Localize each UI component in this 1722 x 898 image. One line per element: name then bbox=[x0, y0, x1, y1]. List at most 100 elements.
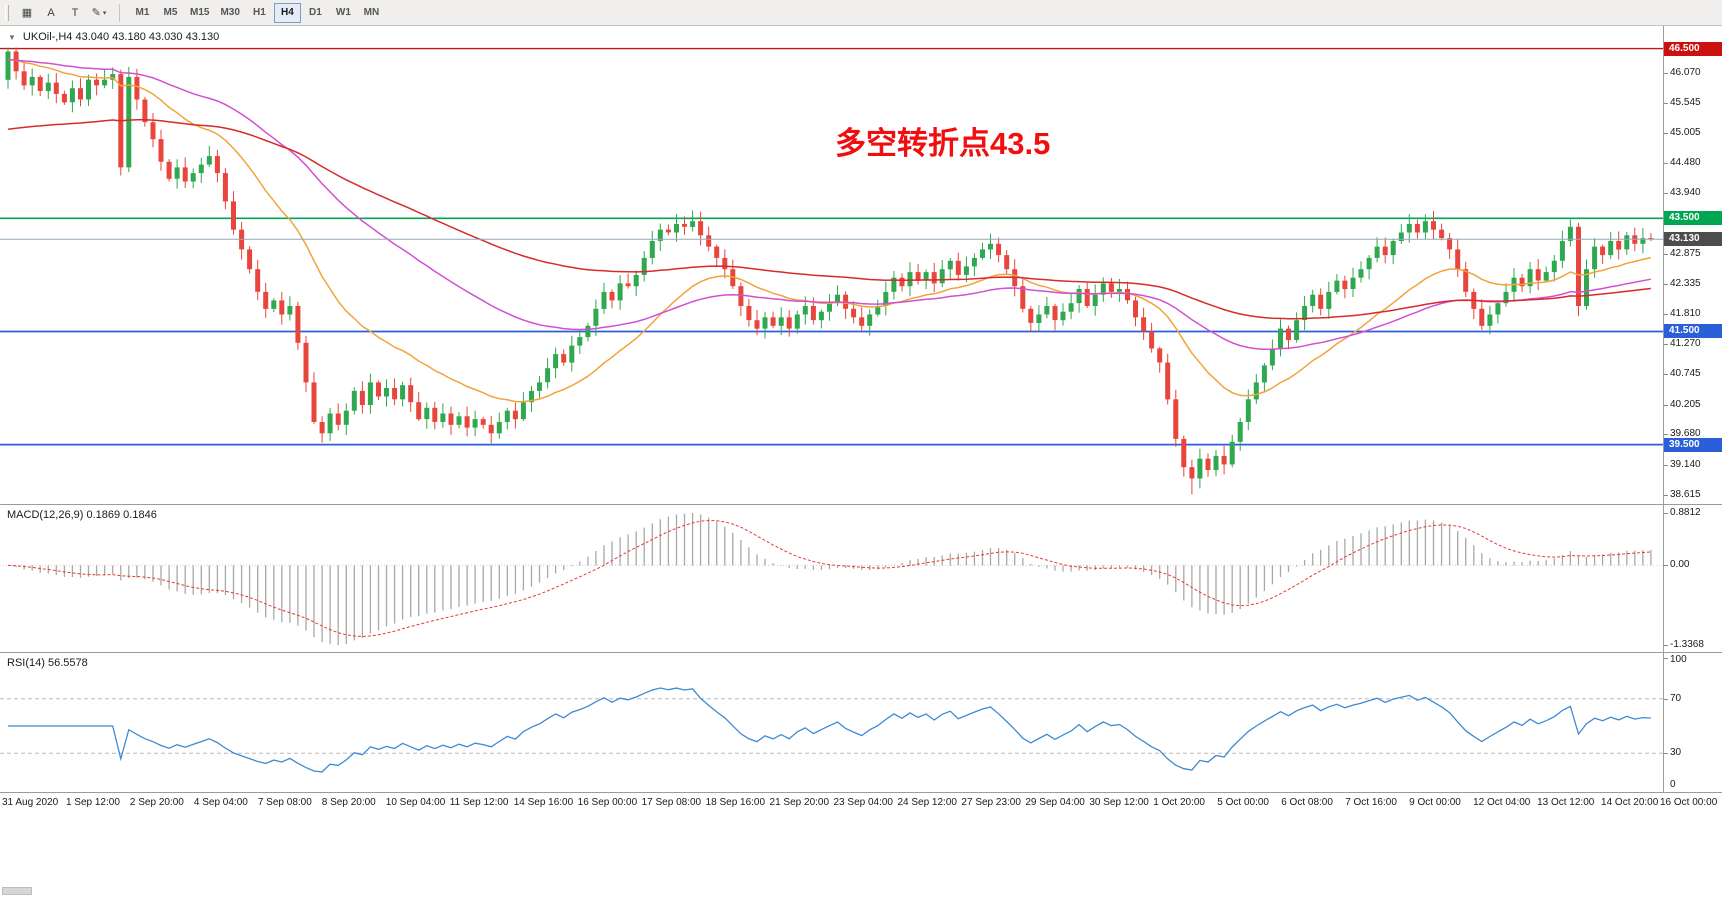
tick-mark bbox=[1664, 645, 1668, 646]
timeframe-group: M1 M5 M15 M30 H1 H4 D1 W1 MN bbox=[129, 2, 385, 23]
time-axis[interactable]: 31 Aug 2020 1 Sep 12:00 2 Sep 20:00 4 Sep 0… bbox=[0, 792, 1722, 814]
time-label: 16 Oct 00:00 bbox=[1660, 797, 1718, 808]
rsi-axis: 100 70 30 0 bbox=[1663, 653, 1722, 792]
pencil-icon: ✎ bbox=[91, 7, 101, 19]
timeframe-button-m15[interactable]: M15 bbox=[185, 3, 214, 23]
chart-grid-icon: ▦ bbox=[21, 7, 33, 19]
time-label: 13 Oct 12:00 bbox=[1537, 797, 1595, 808]
macd-tick: 0.00 bbox=[1670, 559, 1690, 571]
time-label: 18 Sep 16:00 bbox=[705, 797, 766, 808]
price-chart-canvas[interactable] bbox=[0, 26, 1663, 504]
price-tick: 42.875 bbox=[1670, 247, 1701, 259]
tick-mark bbox=[1664, 464, 1668, 466]
timeframe-button-h4[interactable]: H4 bbox=[273, 2, 301, 23]
chart-title-text: UKOil-,H4 43.040 43.180 43.030 43.130 bbox=[22, 31, 220, 43]
price-badge: 46.500 bbox=[1664, 41, 1722, 56]
price-tick: 39.140 bbox=[1670, 458, 1701, 470]
chart-annotation: 多空转折点43.5 bbox=[835, 126, 1051, 161]
price-tick: 40.205 bbox=[1670, 398, 1701, 410]
rsi-tick: 70 bbox=[1670, 692, 1682, 704]
price-tick: 46.070 bbox=[1670, 66, 1701, 78]
timeframe-button-w1[interactable]: W1 bbox=[330, 3, 357, 23]
tick-mark bbox=[1664, 193, 1668, 195]
scrollbar-thumb[interactable] bbox=[2, 887, 32, 895]
price-tick: 41.810 bbox=[1670, 307, 1701, 319]
bottom-area bbox=[0, 814, 1722, 898]
charts-button[interactable]: ▦ bbox=[16, 3, 38, 23]
price-chart-panel: ▼ UKOil-,H4 43.040 43.180 43.030 43.130 … bbox=[0, 26, 1722, 504]
rsi-tick: 100 bbox=[1670, 654, 1687, 665]
price-tick: 45.005 bbox=[1670, 127, 1701, 139]
timeframe-button-m5[interactable]: M5 bbox=[157, 3, 184, 23]
rsi-panel: RSI(14) 56.5578 100 70 30 0 bbox=[0, 652, 1722, 792]
timeframe-button-m30[interactable]: M30 bbox=[215, 3, 244, 23]
time-label: 14 Oct 20:00 bbox=[1601, 797, 1659, 808]
cursor-tool-icon: A bbox=[47, 6, 55, 19]
time-label: 7 Oct 16:00 bbox=[1345, 797, 1397, 808]
tick-mark bbox=[1664, 404, 1668, 406]
time-label: 7 Sep 08:00 bbox=[257, 797, 312, 808]
price-tick: 38.615 bbox=[1670, 488, 1701, 500]
time-label: 12 Oct 04:00 bbox=[1473, 797, 1531, 808]
price-badge: 39.500 bbox=[1664, 437, 1722, 452]
tick-mark bbox=[1664, 513, 1668, 514]
time-label: 30 Sep 12:00 bbox=[1089, 797, 1149, 808]
time-label: 6 Oct 08:00 bbox=[1281, 797, 1333, 808]
price-badge: 43.500 bbox=[1664, 211, 1722, 226]
time-label: 8 Sep 20:00 bbox=[321, 797, 376, 808]
time-label: 21 Sep 20:00 bbox=[769, 797, 830, 808]
cursor-tool-button[interactable]: A bbox=[40, 3, 62, 23]
price-axis[interactable]: 46.07045.54545.00544.48043.94043.41542.8… bbox=[1663, 26, 1722, 504]
tick-mark bbox=[1664, 313, 1668, 315]
tick-mark bbox=[1664, 658, 1668, 659]
time-label: 2 Sep 20:00 bbox=[129, 797, 184, 808]
toolbar-separator bbox=[119, 3, 120, 22]
price-tick: 39.680 bbox=[1670, 428, 1701, 440]
price-badge: 43.130 bbox=[1664, 232, 1722, 247]
timeframe-button-d1[interactable]: D1 bbox=[302, 3, 329, 23]
price-tick: 41.270 bbox=[1670, 338, 1701, 350]
tick-mark bbox=[1664, 374, 1668, 376]
time-label: 24 Sep 12:00 bbox=[897, 797, 957, 808]
time-label: 16 Sep 00:00 bbox=[577, 797, 638, 808]
tick-mark bbox=[1664, 565, 1668, 567]
tick-mark bbox=[1664, 494, 1668, 496]
time-label: 23 Sep 04:00 bbox=[833, 797, 894, 808]
time-label: 1 Oct 20:00 bbox=[1153, 797, 1205, 808]
tick-mark bbox=[1664, 753, 1668, 755]
text-tool-button[interactable]: T bbox=[64, 3, 86, 23]
chart-title: ▼ UKOil-,H4 43.040 43.180 43.030 43.130 bbox=[8, 31, 219, 43]
draw-tool-button[interactable]: ✎ ▾ bbox=[88, 3, 110, 23]
text-tool-icon: T bbox=[71, 6, 79, 19]
one-click-trading-icon[interactable]: ▼ bbox=[8, 32, 16, 42]
tick-mark bbox=[1664, 72, 1668, 74]
rsi-tick: 0 bbox=[1670, 779, 1676, 790]
macd-axis: 0.8812 0.00 -1.3368 bbox=[1663, 505, 1722, 652]
macd-tick: 0.8812 bbox=[1670, 507, 1701, 518]
tick-mark bbox=[1664, 102, 1668, 104]
tick-mark bbox=[1664, 253, 1668, 255]
macd-tick: -1.3368 bbox=[1670, 639, 1704, 650]
toolbar-grip[interactable] bbox=[5, 4, 9, 21]
timeframe-button-mn[interactable]: MN bbox=[358, 3, 385, 23]
macd-canvas[interactable] bbox=[0, 505, 1663, 652]
timeframe-button-h1[interactable]: H1 bbox=[246, 3, 273, 23]
rsi-canvas[interactable] bbox=[0, 653, 1663, 792]
time-label: 4 Sep 04:00 bbox=[193, 797, 248, 808]
price-tick: 40.745 bbox=[1670, 368, 1701, 380]
time-label: 29 Sep 04:00 bbox=[1025, 797, 1085, 808]
time-label: 1 Sep 12:00 bbox=[65, 797, 120, 808]
price-tick: 42.335 bbox=[1670, 278, 1701, 290]
tick-mark bbox=[1664, 284, 1668, 286]
tick-mark bbox=[1664, 162, 1668, 164]
time-label: 11 Sep 12:00 bbox=[449, 797, 509, 808]
price-badge: 41.500 bbox=[1664, 324, 1722, 339]
price-tick: 45.545 bbox=[1670, 96, 1701, 108]
rsi-tick: 30 bbox=[1670, 747, 1682, 759]
tick-mark bbox=[1664, 344, 1668, 346]
tick-mark bbox=[1664, 434, 1668, 436]
time-label: 5 Oct 00:00 bbox=[1217, 797, 1269, 808]
price-tick: 43.940 bbox=[1670, 187, 1701, 199]
timeframe-button-m1[interactable]: M1 bbox=[129, 3, 156, 23]
